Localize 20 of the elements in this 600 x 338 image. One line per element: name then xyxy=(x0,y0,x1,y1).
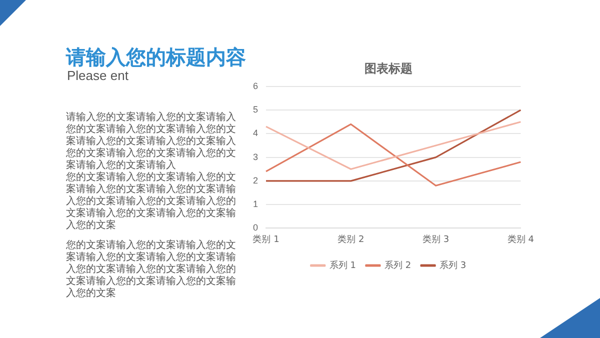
legend-label: 系列 1 xyxy=(329,260,356,271)
legend-label: 系列 2 xyxy=(384,260,412,271)
x-tick-label: 类别 1 xyxy=(252,234,280,245)
y-tick-label: 3 xyxy=(252,152,258,162)
y-tick-label: 1 xyxy=(252,199,258,210)
y-tick-label: 6 xyxy=(252,80,258,91)
x-tick-label: 类别 4 xyxy=(507,234,534,245)
text: 您的文案请输入您的文案请输入您的文案请输入您的文案请输入您的文案请输入您的文案请输入您的文案请输入您的文案请输入您的文案请输入您的文案输入您的文案 xyxy=(66,240,237,300)
text: 请输入您的文案请输入您的文案请输入您的文案请输入您的文案请输入您的文案请输入您的文案请输入您的文案输入您的文案请输入您的文案请输入您的文案请输入您的文案请输入 xyxy=(66,112,237,172)
legend-label: 系列 3 xyxy=(440,260,466,271)
text: 请输入您的标题内容 xyxy=(66,44,246,70)
y-tick-label: 5 xyxy=(252,104,258,115)
y-tick-label: 2 xyxy=(252,175,258,186)
chart-title: 图表标题 xyxy=(364,61,412,76)
x-tick-label: 类别 2 xyxy=(338,234,364,245)
x-tick-label: 类别 3 xyxy=(422,234,450,245)
y-tick-label: 0 xyxy=(252,222,258,233)
text: 您的文案请输入您的文案请输入您的文案请输入您的文案请输入您的文案请输入您的文案请输入您的文案请输入您的文案请输入您的文案请输入您的文案输入您的文案 xyxy=(66,172,237,232)
text: Please ent xyxy=(67,68,128,83)
y-tick-label: 4 xyxy=(252,128,258,138)
